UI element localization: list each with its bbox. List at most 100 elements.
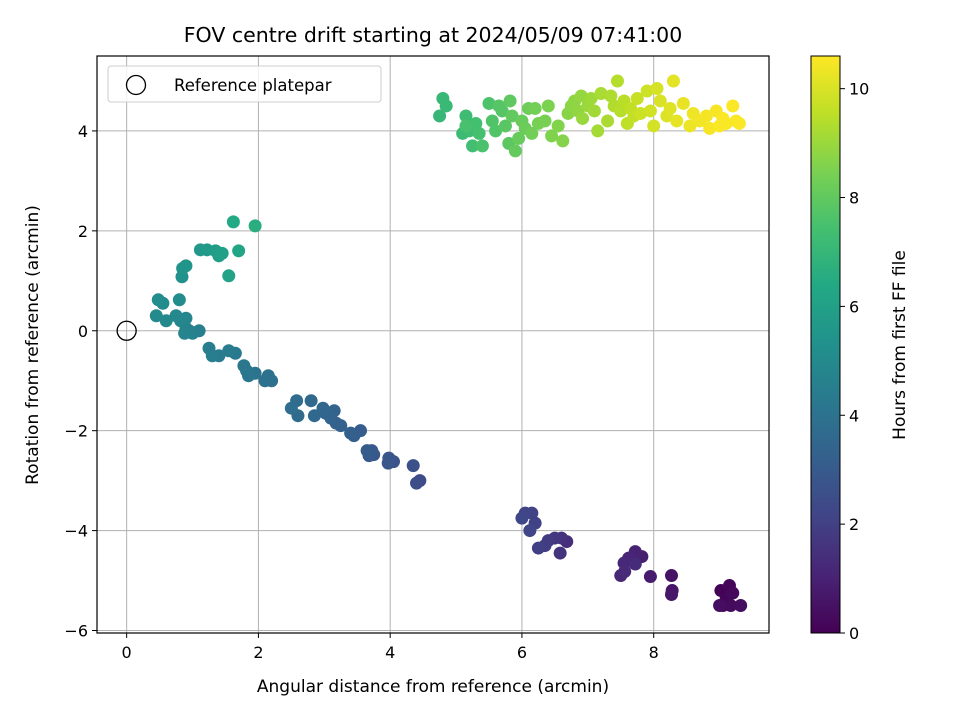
scatter-point [149,309,163,323]
legend-label-reference: Reference platepar [174,76,332,95]
scatter-point [360,444,374,458]
x-tick-label: 8 [649,643,659,662]
axis-ticks: 0 2 4 6 8 −6 −4 −2 0 2 4 [64,122,658,662]
scatter-point [601,114,615,128]
x-tick-label: 0 [122,643,132,662]
colorbar-ticks: 0 2 4 6 8 10 [840,80,869,643]
scatter-point [664,569,678,583]
scatter-point [472,126,486,140]
scatter-point [222,344,236,358]
scatter-point [433,109,447,123]
scatter-point [495,104,509,118]
scatter-point [316,401,330,415]
scatter-point [344,426,358,440]
scatter-point [215,246,229,260]
scatter-point [676,96,690,110]
scatter-point [541,99,555,113]
colorbar-tick-label: 2 [849,515,859,534]
scatter-point [179,259,193,273]
scatter-point [410,476,424,490]
scatter-point [307,409,321,423]
scatter-point [628,557,642,571]
scatter-point [515,511,529,525]
scatter-point [222,269,236,283]
scatter-point [699,109,713,123]
legend-marker-reference [125,74,147,96]
x-tick-label: 4 [385,643,395,662]
y-tick-label: −2 [64,422,88,441]
scatter-point [248,219,262,233]
scatter-point [179,311,193,325]
y-tick-label: 2 [78,222,88,241]
scatter-point [553,546,567,560]
colorbar: 0 2 4 6 8 10 Hours from first FF file [810,55,910,643]
scatter-point [482,96,496,110]
scatter-point [528,101,542,115]
scatter-point [556,134,570,148]
scatter-point [734,599,748,613]
scatter-point [732,116,746,130]
scatter-point [538,114,552,128]
scatter-point [226,215,240,229]
scatter-point [512,131,526,145]
chart-title: FOV centre drift starting at 2024/05/09 … [184,23,683,47]
scatter-point [232,244,246,258]
x-tick-label: 6 [517,643,527,662]
y-tick-label: −4 [64,522,88,541]
scatter-point [643,104,657,118]
y-tick-label: 4 [78,122,88,141]
scatter-point [666,74,680,88]
colorbar-label: Hours from first FF file [890,250,910,440]
scatter-point [258,374,272,388]
scatter-point [459,119,473,133]
scatter-point [670,114,684,128]
scatter-point [630,91,644,105]
scatter-point [650,81,664,95]
scatter-point [489,124,503,138]
scatter-point [719,116,733,130]
x-tick-label: 2 [253,643,263,662]
y-tick-label: −6 [64,622,88,641]
colorbar-tick-label: 8 [849,189,859,208]
scatter-point [713,599,727,613]
scatter-point [525,126,539,140]
scatter-point [406,459,420,473]
scatter-point [172,293,186,307]
colorbar-tick-label: 4 [849,406,859,425]
x-axis-label: Angular distance from reference (arcmin) [257,677,609,697]
scatter-point [584,91,598,105]
scatter-point [545,129,559,143]
scatter-point [508,144,522,158]
scatter-point [469,116,483,130]
scatter-point [151,293,165,307]
scatter-point [466,139,480,153]
plot-area-frame [96,55,770,634]
scatter-point [237,359,251,373]
colorbar-tick-label: 10 [849,80,869,99]
scatter-point [664,588,678,602]
scatter-point [647,119,661,133]
legend: Reference platepar [107,65,382,103]
scatter-point [381,456,395,470]
scatter-point [594,86,608,100]
reference-platepar-marker [116,320,137,341]
scatter-point [663,101,677,115]
scatter-point [475,139,489,153]
scatter-point [640,84,654,98]
legend-box [107,65,382,103]
scatter-point [643,570,657,584]
scatter-point [726,99,740,113]
grid-lines [97,56,769,633]
scatter-point [304,394,318,408]
scatter-point [576,111,590,125]
scatter-point [724,599,738,613]
scatter-point [178,326,192,340]
colorbar-tick-label: 0 [849,624,859,643]
scatter-point [604,89,618,103]
scatter-point [591,124,605,138]
scatter-point [485,114,499,128]
scatter-point [726,586,740,600]
scatter-point [284,401,298,415]
colorbar-tick-label: 6 [849,297,859,316]
